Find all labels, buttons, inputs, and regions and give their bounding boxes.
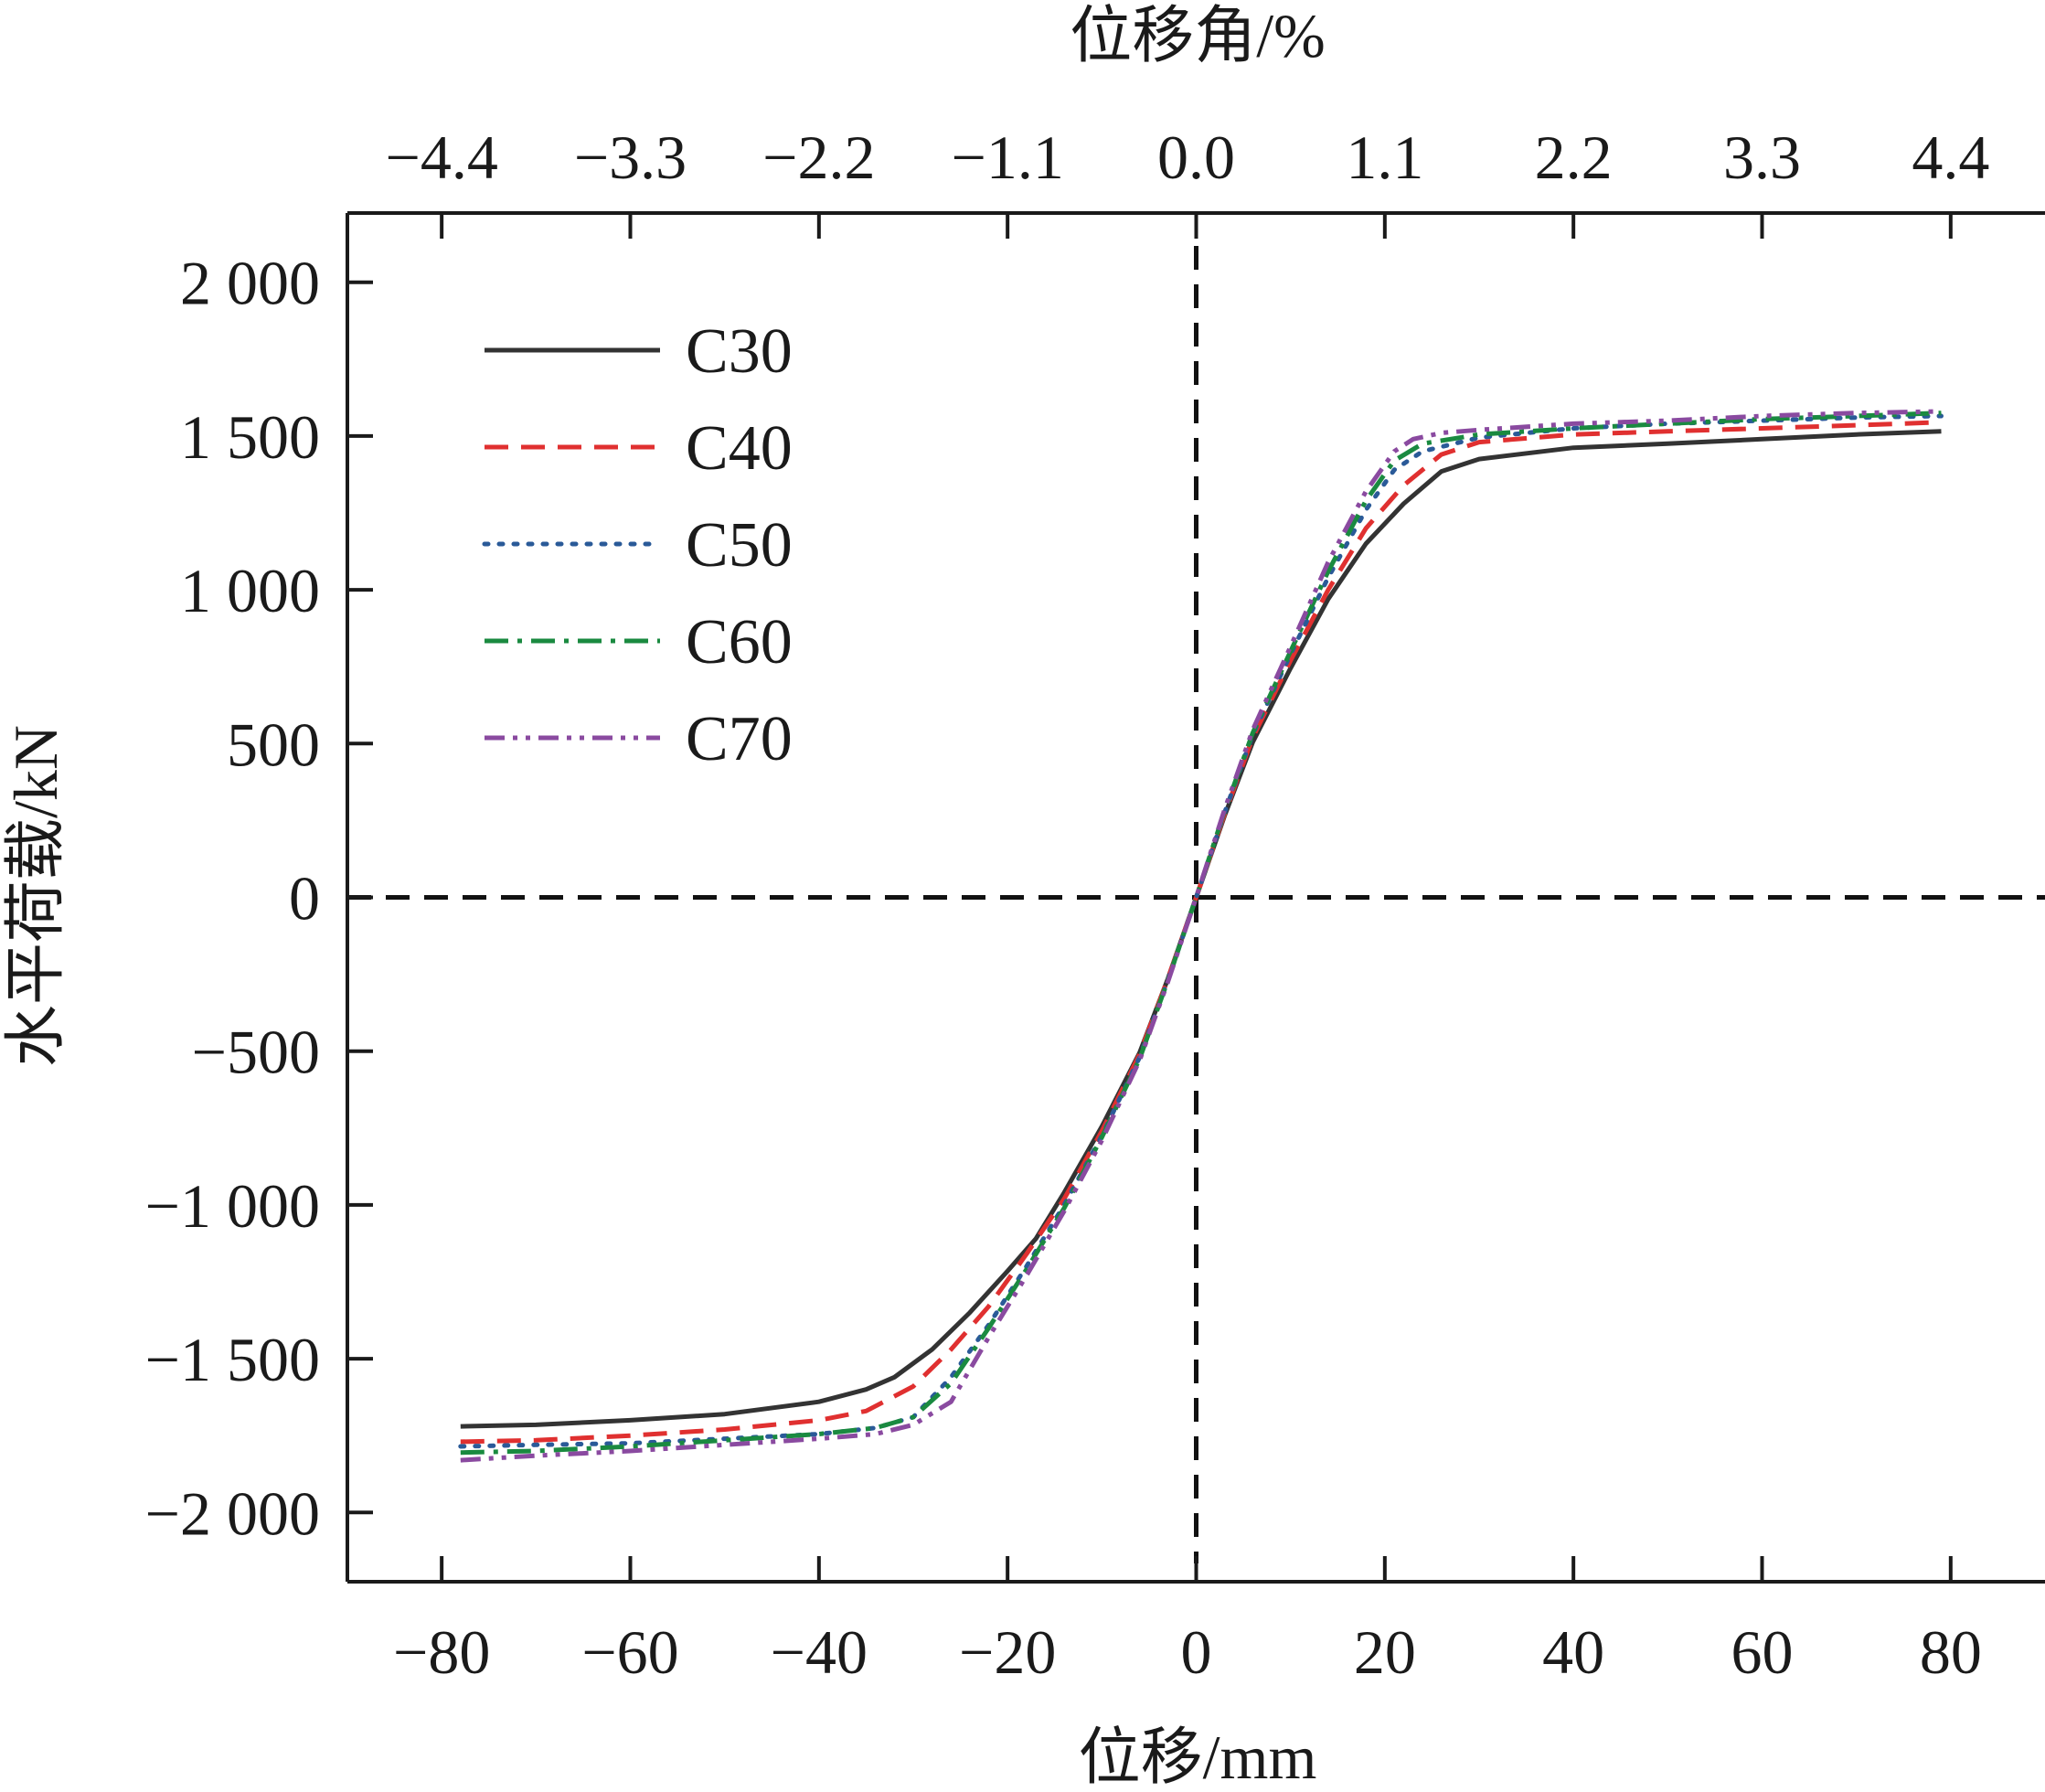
- y-tick-label: −2 000: [145, 1478, 320, 1548]
- x-tick-label: 20: [1354, 1617, 1416, 1687]
- series-line-c50: [458, 413, 1944, 1449]
- top-tick-label: 4.4: [1912, 123, 1989, 192]
- x-tick-label: 60: [1731, 1617, 1794, 1687]
- x-tick-label: 80: [1920, 1617, 1982, 1687]
- legend-label-c60: C60: [686, 607, 793, 677]
- top-tick-label: 1.1: [1346, 123, 1423, 192]
- x-tick-label: −60: [581, 1617, 678, 1687]
- x-tick-label: 40: [1542, 1617, 1604, 1687]
- y-tick-label: −1 000: [145, 1171, 320, 1241]
- y-tick-label: 500: [227, 709, 320, 779]
- top-tick-label: 3.3: [1723, 123, 1801, 192]
- x-tick-label: −80: [393, 1617, 490, 1687]
- y-tick-label: 1 500: [180, 402, 320, 472]
- legend-label-c40: C40: [686, 413, 793, 484]
- top-tick-label: −1.1: [951, 123, 1063, 192]
- x-tick-label: −40: [771, 1617, 868, 1687]
- top-tick-label: 0.0: [1157, 123, 1235, 192]
- legend-label-c30: C30: [686, 316, 793, 387]
- top-tick-label: −3.3: [574, 123, 687, 192]
- y-tick-label: −1 500: [145, 1325, 320, 1394]
- x-tick-label: −20: [959, 1617, 1056, 1687]
- x-axis-title: 位移/mm: [1079, 1723, 1317, 1787]
- series-line-c60: [460, 411, 1942, 1456]
- y-tick-label: 0: [289, 864, 320, 933]
- top-tick-label: −2.2: [762, 123, 875, 192]
- top-tick-label: 2.2: [1535, 123, 1613, 192]
- top-axis-title: 位移角/%: [1070, 1, 1326, 70]
- y-tick-label: −500: [192, 1018, 320, 1087]
- legend-label-c70: C70: [686, 704, 793, 774]
- x-tick-label: 0: [1181, 1617, 1212, 1687]
- top-tick-label: −4.4: [385, 123, 497, 192]
- y-tick-label: 1 000: [180, 556, 320, 625]
- y-axis-title: 水平荷载/kN: [1, 725, 70, 1067]
- y-tick-label: 2 000: [180, 249, 320, 318]
- legend-label-c50: C50: [686, 510, 793, 581]
- series-line-c70: [460, 409, 1942, 1463]
